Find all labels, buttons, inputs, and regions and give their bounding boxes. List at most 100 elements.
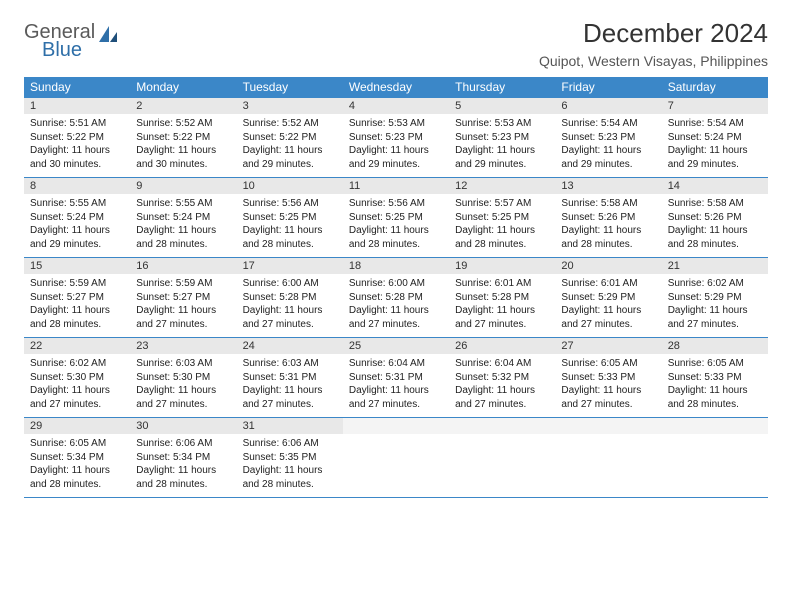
day-header: Wednesday xyxy=(343,77,449,98)
calendar-table: SundayMondayTuesdayWednesdayThursdayFrid… xyxy=(24,77,768,498)
day-number: 25 xyxy=(343,338,449,354)
calendar-cell: 2Sunrise: 5:52 AMSunset: 5:22 PMDaylight… xyxy=(130,98,236,178)
day-details: Sunrise: 6:02 AMSunset: 5:30 PMDaylight:… xyxy=(24,354,130,417)
calendar-body: 1Sunrise: 5:51 AMSunset: 5:22 PMDaylight… xyxy=(24,98,768,498)
day-number: 9 xyxy=(130,178,236,194)
day-details: Sunrise: 5:51 AMSunset: 5:22 PMDaylight:… xyxy=(24,114,130,177)
day-number: 19 xyxy=(449,258,555,274)
day-details: Sunrise: 5:53 AMSunset: 5:23 PMDaylight:… xyxy=(449,114,555,177)
day-number: 11 xyxy=(343,178,449,194)
calendar-week: 1Sunrise: 5:51 AMSunset: 5:22 PMDaylight… xyxy=(24,98,768,178)
calendar-cell: 17Sunrise: 6:00 AMSunset: 5:28 PMDayligh… xyxy=(237,258,343,338)
calendar-week: 15Sunrise: 5:59 AMSunset: 5:27 PMDayligh… xyxy=(24,258,768,338)
calendar-cell: 13Sunrise: 5:58 AMSunset: 5:26 PMDayligh… xyxy=(555,178,661,258)
calendar-cell: 16Sunrise: 5:59 AMSunset: 5:27 PMDayligh… xyxy=(130,258,236,338)
calendar-cell: 11Sunrise: 5:56 AMSunset: 5:25 PMDayligh… xyxy=(343,178,449,258)
day-details: Sunrise: 5:54 AMSunset: 5:23 PMDaylight:… xyxy=(555,114,661,177)
calendar-cell xyxy=(662,418,768,498)
day-number: 22 xyxy=(24,338,130,354)
day-details: Sunrise: 5:56 AMSunset: 5:25 PMDaylight:… xyxy=(343,194,449,257)
day-details: Sunrise: 5:59 AMSunset: 5:27 PMDaylight:… xyxy=(130,274,236,337)
month-title: December 2024 xyxy=(539,18,768,49)
day-header: Tuesday xyxy=(237,77,343,98)
calendar-cell: 28Sunrise: 6:05 AMSunset: 5:33 PMDayligh… xyxy=(662,338,768,418)
day-number: 8 xyxy=(24,178,130,194)
day-number: 30 xyxy=(130,418,236,434)
calendar-cell xyxy=(343,418,449,498)
day-details: Sunrise: 6:04 AMSunset: 5:31 PMDaylight:… xyxy=(343,354,449,417)
day-number xyxy=(662,418,768,434)
day-number: 31 xyxy=(237,418,343,434)
day-details: Sunrise: 6:01 AMSunset: 5:28 PMDaylight:… xyxy=(449,274,555,337)
day-number: 27 xyxy=(555,338,661,354)
day-number xyxy=(449,418,555,434)
logo: General Blue xyxy=(24,18,119,60)
day-details: Sunrise: 5:52 AMSunset: 5:22 PMDaylight:… xyxy=(130,114,236,177)
day-details xyxy=(662,434,768,496)
day-details: Sunrise: 6:05 AMSunset: 5:34 PMDaylight:… xyxy=(24,434,130,497)
day-details: Sunrise: 6:00 AMSunset: 5:28 PMDaylight:… xyxy=(343,274,449,337)
calendar-cell: 21Sunrise: 6:02 AMSunset: 5:29 PMDayligh… xyxy=(662,258,768,338)
day-number: 10 xyxy=(237,178,343,194)
calendar-cell xyxy=(449,418,555,498)
day-details: Sunrise: 6:05 AMSunset: 5:33 PMDaylight:… xyxy=(662,354,768,417)
day-number: 14 xyxy=(662,178,768,194)
day-details: Sunrise: 6:03 AMSunset: 5:31 PMDaylight:… xyxy=(237,354,343,417)
calendar-week: 8Sunrise: 5:55 AMSunset: 5:24 PMDaylight… xyxy=(24,178,768,258)
day-details: Sunrise: 6:04 AMSunset: 5:32 PMDaylight:… xyxy=(449,354,555,417)
day-details: Sunrise: 5:58 AMSunset: 5:26 PMDaylight:… xyxy=(662,194,768,257)
day-details: Sunrise: 5:55 AMSunset: 5:24 PMDaylight:… xyxy=(24,194,130,257)
day-number: 13 xyxy=(555,178,661,194)
day-details: Sunrise: 6:01 AMSunset: 5:29 PMDaylight:… xyxy=(555,274,661,337)
day-details: Sunrise: 5:54 AMSunset: 5:24 PMDaylight:… xyxy=(662,114,768,177)
day-details: Sunrise: 6:00 AMSunset: 5:28 PMDaylight:… xyxy=(237,274,343,337)
day-details: Sunrise: 5:57 AMSunset: 5:25 PMDaylight:… xyxy=(449,194,555,257)
day-number: 28 xyxy=(662,338,768,354)
calendar-cell: 20Sunrise: 6:01 AMSunset: 5:29 PMDayligh… xyxy=(555,258,661,338)
calendar-week: 29Sunrise: 6:05 AMSunset: 5:34 PMDayligh… xyxy=(24,418,768,498)
calendar-cell: 22Sunrise: 6:02 AMSunset: 5:30 PMDayligh… xyxy=(24,338,130,418)
location: Quipot, Western Visayas, Philippines xyxy=(539,53,768,69)
calendar-week: 22Sunrise: 6:02 AMSunset: 5:30 PMDayligh… xyxy=(24,338,768,418)
day-number: 23 xyxy=(130,338,236,354)
day-details: Sunrise: 5:59 AMSunset: 5:27 PMDaylight:… xyxy=(24,274,130,337)
calendar-cell: 1Sunrise: 5:51 AMSunset: 5:22 PMDaylight… xyxy=(24,98,130,178)
day-header: Thursday xyxy=(449,77,555,98)
day-number: 20 xyxy=(555,258,661,274)
day-number: 2 xyxy=(130,98,236,114)
day-header: Monday xyxy=(130,77,236,98)
day-number: 15 xyxy=(24,258,130,274)
calendar-cell xyxy=(555,418,661,498)
calendar-cell: 10Sunrise: 5:56 AMSunset: 5:25 PMDayligh… xyxy=(237,178,343,258)
calendar-cell: 24Sunrise: 6:03 AMSunset: 5:31 PMDayligh… xyxy=(237,338,343,418)
logo-word-2: Blue xyxy=(42,40,95,60)
day-header: Saturday xyxy=(662,77,768,98)
calendar-cell: 25Sunrise: 6:04 AMSunset: 5:31 PMDayligh… xyxy=(343,338,449,418)
calendar-cell: 12Sunrise: 5:57 AMSunset: 5:25 PMDayligh… xyxy=(449,178,555,258)
day-number: 16 xyxy=(130,258,236,274)
calendar-cell: 8Sunrise: 5:55 AMSunset: 5:24 PMDaylight… xyxy=(24,178,130,258)
day-number: 18 xyxy=(343,258,449,274)
calendar-cell: 14Sunrise: 5:58 AMSunset: 5:26 PMDayligh… xyxy=(662,178,768,258)
day-number: 17 xyxy=(237,258,343,274)
day-number xyxy=(343,418,449,434)
day-header: Sunday xyxy=(24,77,130,98)
day-details xyxy=(449,434,555,496)
calendar-cell: 19Sunrise: 6:01 AMSunset: 5:28 PMDayligh… xyxy=(449,258,555,338)
day-number: 21 xyxy=(662,258,768,274)
day-details: Sunrise: 5:56 AMSunset: 5:25 PMDaylight:… xyxy=(237,194,343,257)
day-details: Sunrise: 5:55 AMSunset: 5:24 PMDaylight:… xyxy=(130,194,236,257)
calendar-cell: 9Sunrise: 5:55 AMSunset: 5:24 PMDaylight… xyxy=(130,178,236,258)
calendar-cell: 18Sunrise: 6:00 AMSunset: 5:28 PMDayligh… xyxy=(343,258,449,338)
day-details: Sunrise: 5:53 AMSunset: 5:23 PMDaylight:… xyxy=(343,114,449,177)
day-details: Sunrise: 6:02 AMSunset: 5:29 PMDaylight:… xyxy=(662,274,768,337)
day-details: Sunrise: 6:06 AMSunset: 5:35 PMDaylight:… xyxy=(237,434,343,497)
header: General Blue December 2024 Quipot, Weste… xyxy=(24,18,768,69)
day-number: 12 xyxy=(449,178,555,194)
day-number: 1 xyxy=(24,98,130,114)
logo-sail-icon xyxy=(97,24,119,51)
calendar-cell: 4Sunrise: 5:53 AMSunset: 5:23 PMDaylight… xyxy=(343,98,449,178)
day-details: Sunrise: 6:06 AMSunset: 5:34 PMDaylight:… xyxy=(130,434,236,497)
day-number: 29 xyxy=(24,418,130,434)
calendar-cell: 31Sunrise: 6:06 AMSunset: 5:35 PMDayligh… xyxy=(237,418,343,498)
